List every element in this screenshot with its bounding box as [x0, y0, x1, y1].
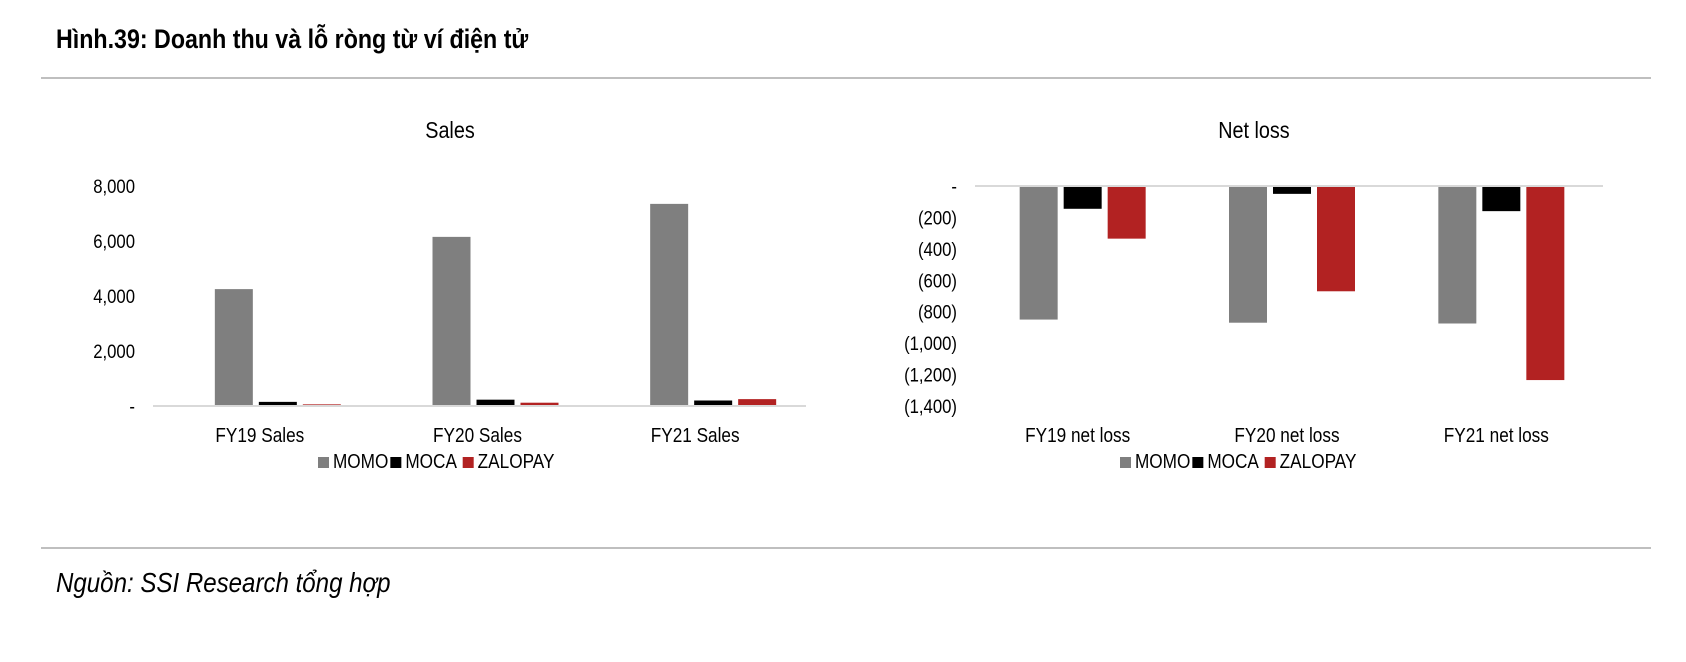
top-divider — [41, 77, 1651, 79]
net-loss-ytick-label: (1,400) — [904, 396, 957, 417]
net-loss-legend-swatch-momo — [1120, 457, 1131, 468]
net-loss-bar-zalopay — [1317, 186, 1355, 292]
net-loss-bar-moca — [1273, 186, 1311, 194]
sales-bar-moca — [476, 399, 515, 406]
sales-ytick-label: 6,000 — [93, 231, 135, 252]
net-loss-chart-svg: Net loss - (200) (400) (600) (800) (1,000) (1,2… — [904, 118, 1603, 473]
net-loss-bar-moca — [1482, 186, 1521, 212]
net-loss-bar-moca — [1063, 186, 1102, 209]
net-loss-bar-zalopay — [1526, 186, 1565, 381]
sales-ytick-label: 2,000 — [93, 341, 135, 362]
sales-bar-moca — [694, 400, 733, 406]
net-loss-legend-label-momo: MOMO — [1135, 450, 1190, 473]
net-loss-bar-momo — [1438, 186, 1477, 324]
net-loss-bar-momo — [1019, 186, 1058, 320]
net-loss-ytick-label: (1,200) — [904, 365, 957, 386]
net-loss-ytick-label: (1,000) — [904, 333, 957, 354]
net-loss-bar-zalopay — [1107, 186, 1146, 239]
sales-legend-label-momo: MOMO — [333, 450, 388, 473]
sales-bar-momo — [432, 236, 471, 406]
figure-title: Hình.39: Doanh thu và lỗ ròng từ ví điện… — [56, 24, 529, 54]
net-loss-chart: Net loss - (200) (400) (600) (800) (1,000) (1,2… — [880, 110, 1640, 510]
sales-ytick-label: 4,000 — [93, 286, 135, 307]
net-loss-category-label: FY21 net loss — [1444, 424, 1549, 447]
sales-ytick-label: - — [129, 396, 135, 417]
net-loss-ytick-label: (200) — [918, 207, 957, 228]
sales-legend-swatch-zalopay — [462, 457, 474, 468]
sales-legend-swatch-momo — [318, 457, 329, 468]
sales-bar-momo — [214, 289, 253, 406]
net-loss-legend-label-moca: MOCA — [1207, 450, 1259, 473]
net-loss-bar-momo — [1229, 186, 1267, 323]
net-loss-ytick-label: (600) — [918, 270, 957, 291]
net-loss-chart-title: Net loss — [1218, 118, 1289, 144]
sales-category-label: FY19 Sales — [215, 424, 304, 447]
sales-legend-label-zalopay: ZALOPAY — [478, 450, 555, 473]
sales-legend-label-moca: MOCA — [405, 450, 457, 473]
net-loss-legend-swatch-zalopay — [1264, 457, 1276, 468]
sales-chart: Sales - 2,000 4,000 6,000 8,000 FY19 Sales FY20… — [60, 110, 820, 510]
sales-legend-swatch-moca — [390, 457, 402, 468]
net-loss-legend-swatch-moca — [1192, 457, 1204, 468]
source-note: Nguồn: SSI Research tổng hợp — [56, 567, 391, 598]
sales-chart-title: Sales — [425, 118, 474, 144]
sales-bar-moca — [258, 401, 297, 406]
sales-bar-zalopay — [738, 399, 777, 406]
sales-chart-svg: Sales - 2,000 4,000 6,000 8,000 FY19 Sales FY20… — [93, 118, 806, 473]
net-loss-ytick-label: (800) — [918, 302, 957, 323]
sales-bar-zalopay — [520, 402, 559, 406]
net-loss-category-label: FY20 net loss — [1234, 424, 1339, 447]
sales-category-label: FY20 Sales — [433, 424, 522, 447]
net-loss-ytick-label: - — [951, 176, 957, 197]
bottom-divider — [41, 547, 1651, 549]
net-loss-category-label: FY19 net loss — [1025, 424, 1130, 447]
net-loss-ytick-label: (400) — [918, 239, 957, 260]
sales-ytick-label: 8,000 — [93, 176, 135, 197]
net-loss-legend-label-zalopay: ZALOPAY — [1280, 450, 1357, 473]
sales-bar-momo — [650, 203, 689, 406]
sales-category-label: FY21 Sales — [651, 424, 740, 447]
